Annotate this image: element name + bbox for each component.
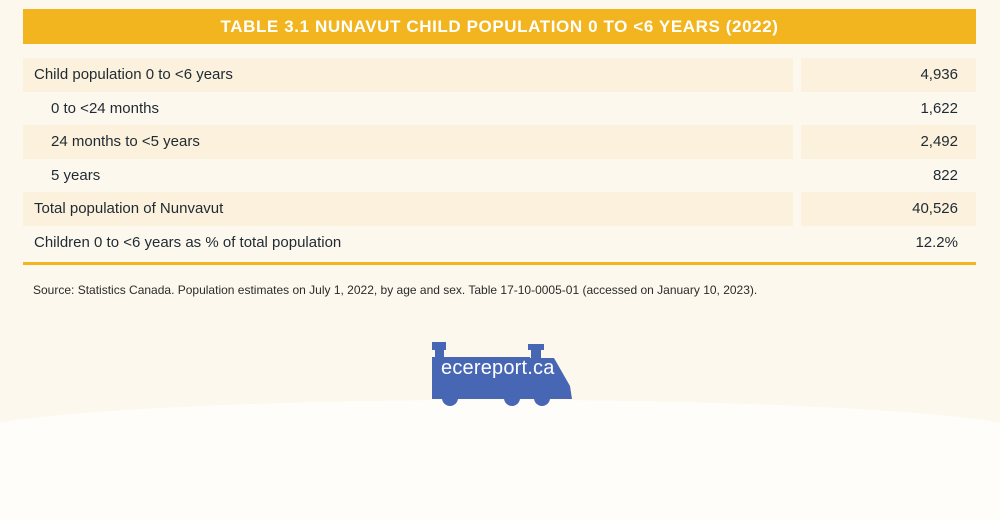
row-label: 24 months to <5 years — [23, 125, 793, 159]
column-divider — [793, 91, 801, 125]
row-label: 5 years — [23, 158, 793, 192]
logo-text: ecereport.ca — [441, 357, 555, 379]
column-divider — [793, 225, 801, 259]
table-title-bar: TABLE 3.1 NUNAVUT CHILD POPULATION 0 TO … — [23, 9, 976, 44]
row-value: 1,622 — [801, 91, 976, 125]
column-divider — [793, 125, 801, 159]
column-divider — [793, 158, 801, 192]
background-curve — [0, 400, 1000, 520]
table-bottom-rule — [23, 262, 976, 265]
train-icon — [432, 342, 572, 406]
table-row: 5 years 822 — [23, 158, 976, 192]
row-label: 0 to <24 months — [23, 91, 793, 125]
table-row: Total population of Nunvavut 40,526 — [23, 192, 976, 226]
column-divider — [793, 192, 801, 226]
table-row: 0 to <24 months 1,622 — [23, 91, 976, 125]
table-row: Child population 0 to <6 years 4,936 — [23, 58, 976, 92]
table-title: TABLE 3.1 NUNAVUT CHILD POPULATION 0 TO … — [220, 16, 779, 36]
table-row: 24 months to <5 years 2,492 — [23, 125, 976, 159]
row-label: Total population of Nunvavut — [23, 192, 793, 226]
column-divider — [793, 58, 801, 92]
row-label: Child population 0 to <6 years — [23, 58, 793, 92]
ecereport-logo-link[interactable]: ecereport.ca — [430, 336, 575, 408]
table-row: Children 0 to <6 years as % of total pop… — [23, 225, 976, 259]
row-value: 40,526 — [801, 192, 976, 226]
source-note: Source: Statistics Canada. Population es… — [33, 283, 758, 297]
population-table: Child population 0 to <6 years 4,936 0 t… — [23, 58, 976, 259]
row-label: Children 0 to <6 years as % of total pop… — [23, 225, 793, 259]
row-value: 4,936 — [801, 58, 976, 92]
row-value: 822 — [801, 158, 976, 192]
row-value: 2,492 — [801, 125, 976, 159]
row-value: 12.2% — [801, 225, 976, 259]
